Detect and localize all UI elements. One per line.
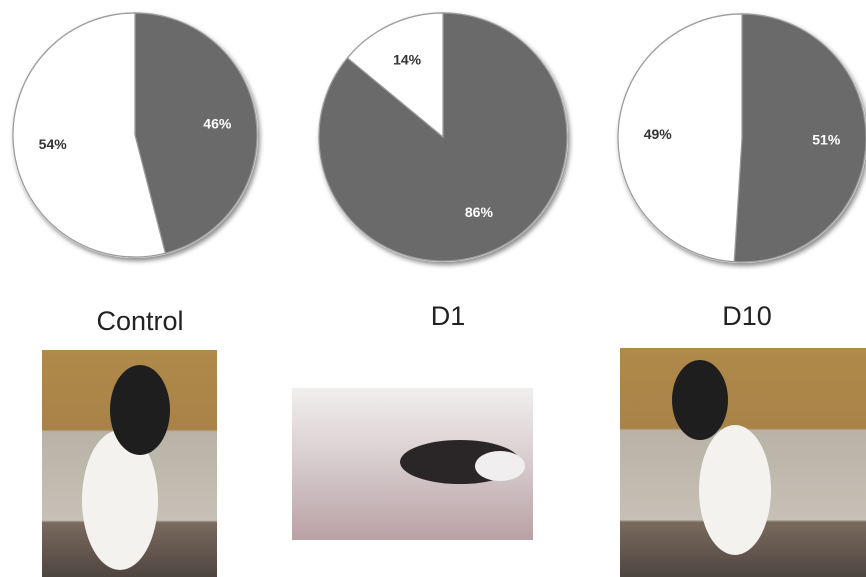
slice-label: 51% [812, 131, 841, 147]
pie [12, 12, 258, 258]
pie-slice [617, 13, 743, 263]
photo-control [42, 350, 217, 577]
pie-title: D1 [431, 301, 466, 331]
photo-d10 [620, 348, 866, 577]
pie-slice [733, 13, 866, 263]
photo-d1 [292, 388, 533, 540]
pie-title: D10 [722, 301, 772, 331]
slice-label: 86% [465, 204, 494, 220]
pie-slice [346, 12, 444, 139]
slice-label: 46% [203, 115, 232, 131]
slice-label: 54% [39, 136, 68, 152]
pie-slice [12, 12, 167, 258]
pie [617, 13, 866, 263]
pie-title: Control [96, 306, 183, 336]
pie-slice [134, 12, 258, 254]
slice-label: 14% [393, 51, 422, 67]
pie [318, 12, 568, 262]
slice-label: 49% [644, 126, 673, 142]
